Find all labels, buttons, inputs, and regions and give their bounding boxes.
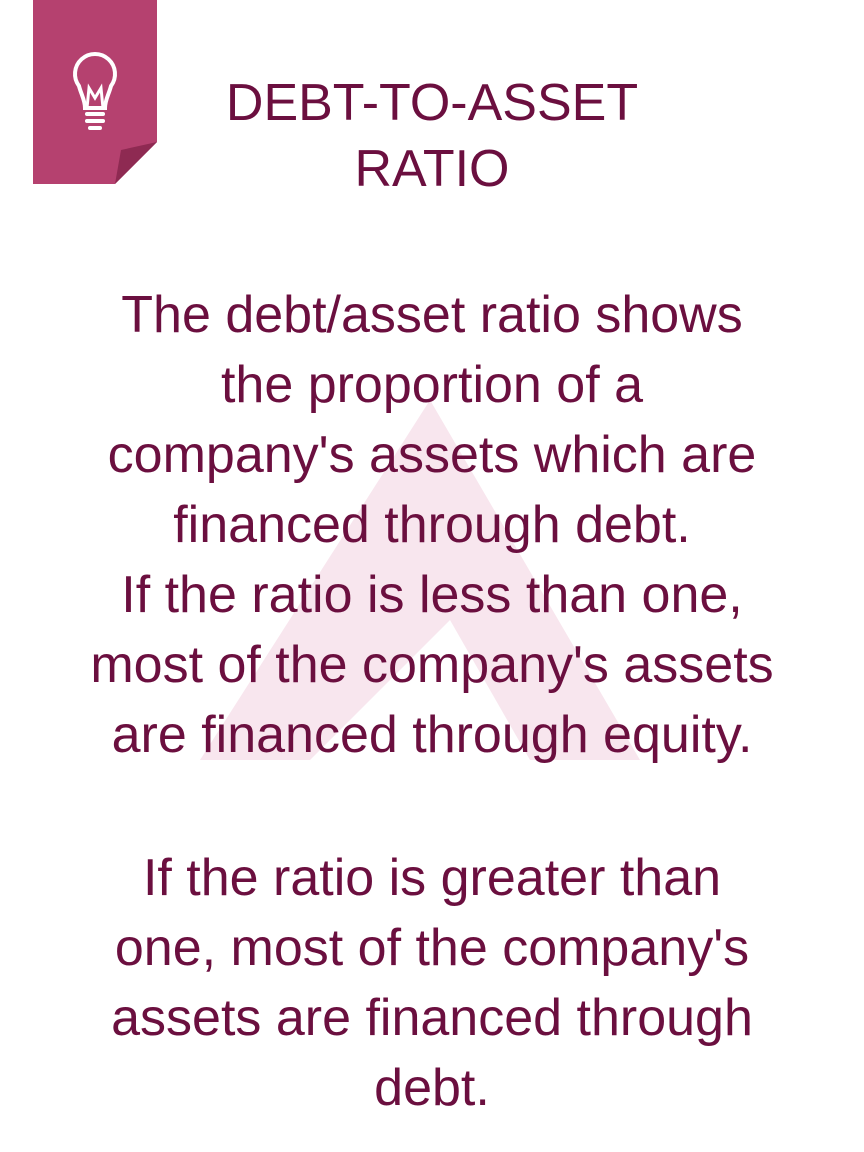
page-title: DEBT-TO-ASSET RATIO <box>225 74 639 198</box>
tip-badge <box>33 0 157 184</box>
paragraph-definition: The debt/asset ratio shows the proportio… <box>90 286 774 764</box>
paragraph-greater-than-one: If the ratio is greater than one, most o… <box>111 849 753 1117</box>
lightbulb-icon <box>73 52 117 130</box>
